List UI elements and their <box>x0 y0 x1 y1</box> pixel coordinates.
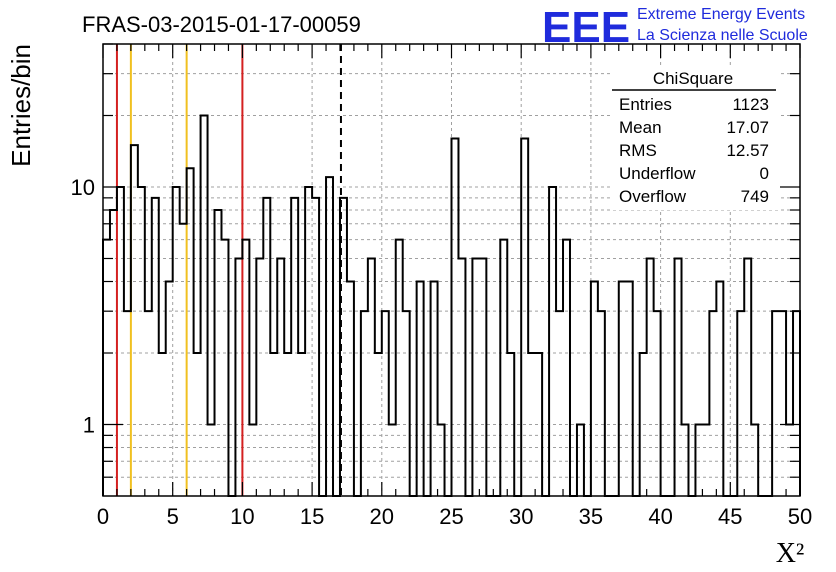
stats-label: Overflow <box>619 187 687 206</box>
eee-logo: EEE Extreme Energy Events La Scienza nel… <box>542 3 808 52</box>
y-tick-labels: 1 10 <box>71 175 95 438</box>
x-tick-label: 25 <box>439 504 463 529</box>
stats-value: 1123 <box>732 95 769 114</box>
stats-value: 17.07 <box>726 118 769 137</box>
stats-label: Entries <box>619 95 672 114</box>
stats-value: 12.57 <box>726 141 769 160</box>
x-tick-label: 45 <box>718 504 742 529</box>
x-tick-label: 35 <box>579 504 603 529</box>
stats-box-title: ChiSquare <box>653 69 733 88</box>
y-axis-label: Entries/bin <box>6 44 36 167</box>
stats-label: RMS <box>619 141 657 160</box>
logo-line-2: La Scienza nelle Scuole <box>637 27 808 44</box>
y-tick-label: 1 <box>83 413 95 438</box>
x-axis-label: X² <box>776 538 805 569</box>
y-tick-label: 10 <box>71 175 95 200</box>
chart-title: FRAS-03-2015-01-17-00059 <box>82 12 361 37</box>
stats-box: ChiSquare Entries 1123 Mean 17.07 RMS 12.57 Un… <box>610 66 778 210</box>
x-tick-label: 0 <box>97 504 109 529</box>
logo-line-1: Extreme Energy Events <box>637 6 805 23</box>
x-tick-label: 5 <box>167 504 179 529</box>
axis-ticks <box>102 43 801 496</box>
x-tick-label: 15 <box>300 504 324 529</box>
x-tick-labels: 0 5 10 15 20 25 30 35 40 45 50 <box>97 504 812 529</box>
x-tick-label: 40 <box>648 504 672 529</box>
histogram-series <box>102 114 801 497</box>
x-tick-label: 30 <box>509 504 533 529</box>
stats-rows: Entries 1123 Mean 17.07 RMS 12.57 Underflow 0 Ov… <box>619 95 769 206</box>
reference-lines <box>115 44 342 496</box>
stats-value: 0 <box>760 164 769 183</box>
stats-label: Underflow <box>619 164 696 183</box>
stats-value: 749 <box>741 187 769 206</box>
x-tick-label: 50 <box>788 504 812 529</box>
stats-label: Mean <box>619 118 662 137</box>
x-tick-label: 10 <box>230 504 254 529</box>
x-tick-label: 20 <box>370 504 394 529</box>
